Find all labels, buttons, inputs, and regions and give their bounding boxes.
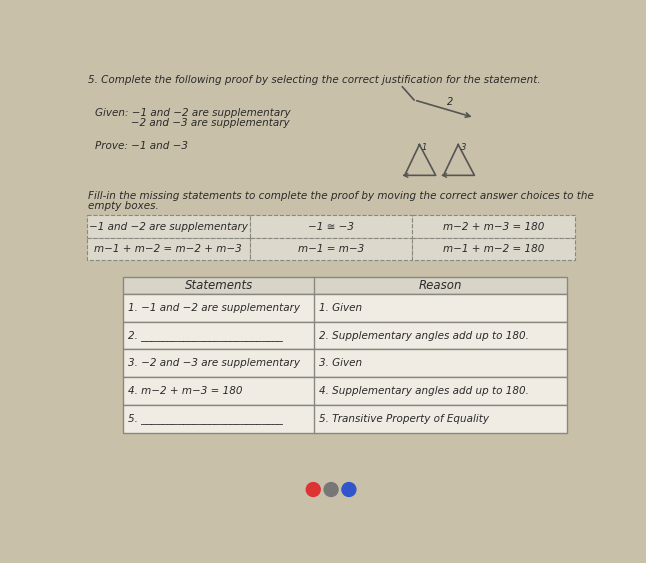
Bar [250,238,412,260]
Bar [123,294,567,321]
Text: 2. ___________________________: 2. ___________________________ [128,330,283,341]
Text: empty boxes.: empty boxes. [89,201,160,211]
Text: 3. Given: 3. Given [319,358,362,368]
Text: 2: 2 [447,96,453,106]
Text: 1: 1 [422,143,427,152]
Text: 5. Complete the following proof by selecting the correct justification for the s: 5. Complete the following proof by selec… [89,75,541,85]
Bar [87,238,250,260]
Text: 4. Supplementary angles add up to 180.: 4. Supplementary angles add up to 180. [319,386,529,396]
Text: m−1 = m−3: m−1 = m−3 [298,244,364,254]
Circle shape [324,482,338,497]
Text: Fill-in the missing statements to complete the proof by moving the correct answe: Fill-in the missing statements to comple… [89,191,594,201]
Text: −1 and −2 are supplementary: −1 and −2 are supplementary [89,222,248,231]
Text: 3: 3 [461,143,466,152]
Text: Prove: −1 and −3: Prove: −1 and −3 [95,141,188,151]
Circle shape [306,482,320,497]
Text: Statements: Statements [185,279,253,292]
Bar [87,216,250,238]
Bar [412,238,575,260]
Text: m−1 + m−2 = 180: m−1 + m−2 = 180 [443,244,545,254]
Bar [412,216,575,238]
Text: m−2 + m−3 = 180: m−2 + m−3 = 180 [443,222,545,231]
Text: 2. Supplementary angles add up to 180.: 2. Supplementary angles add up to 180. [319,330,529,341]
Text: Given: −1 and −2 are supplementary: Given: −1 and −2 are supplementary [95,108,290,118]
Text: m−1 + m−2 = m−2 + m−3: m−1 + m−2 = m−2 + m−3 [94,244,242,254]
Text: 4. m−2 + m−3 = 180: 4. m−2 + m−3 = 180 [128,386,242,396]
Bar [123,350,567,377]
Bar [250,216,412,238]
Text: 5. Transitive Property of Equality: 5. Transitive Property of Equality [319,414,489,424]
Text: 5. ___________________________: 5. ___________________________ [128,413,283,424]
Text: 1. −1 and −2 are supplementary: 1. −1 and −2 are supplementary [128,303,300,313]
Text: −2 and −3 are supplementary: −2 and −3 are supplementary [95,118,289,128]
Bar [123,377,567,405]
Bar [123,321,567,350]
Text: Reason: Reason [419,279,463,292]
Bar [123,405,567,432]
Circle shape [342,482,356,497]
Bar [123,277,567,294]
Text: 3. −2 and −3 are supplementary: 3. −2 and −3 are supplementary [128,358,300,368]
Text: 1. Given: 1. Given [319,303,362,313]
Text: −1 ≅ −3: −1 ≅ −3 [308,222,354,231]
